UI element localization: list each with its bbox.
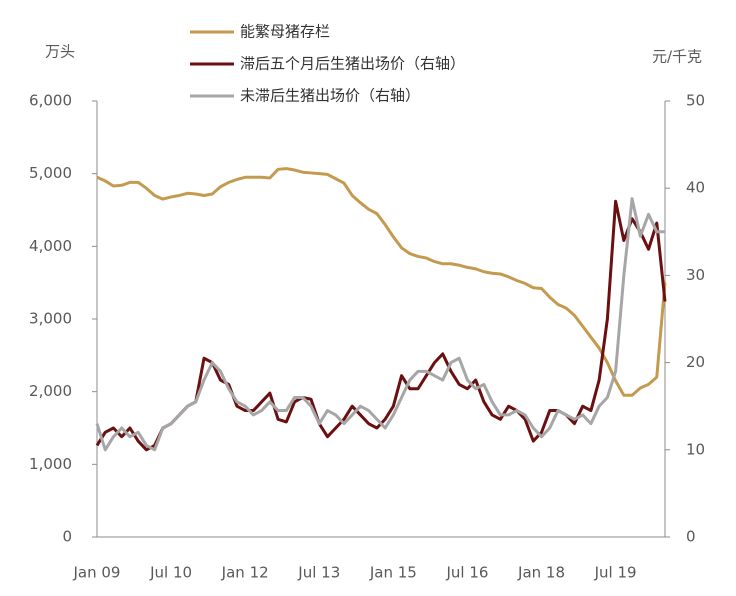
y2-tick-label: 30: [686, 266, 705, 284]
y2-tick-label: 40: [686, 179, 705, 197]
x-tick-label: Jan 18: [517, 564, 565, 582]
legend-label: 滞后五个月后生猪出场价（右轴）: [240, 55, 465, 73]
y-tick-label: 3,000: [29, 310, 72, 328]
y-tick-label: 1,000: [29, 455, 72, 473]
x-tick-label: Jan 09: [73, 564, 121, 582]
y-tick-label: 6,000: [29, 92, 72, 110]
y2-tick-label: 10: [686, 440, 705, 458]
x-tick-label: Jul 10: [149, 564, 192, 582]
x-tick-label: Jan 15: [369, 564, 417, 582]
x-tick-label: Jan 12: [221, 564, 269, 582]
x-tick-label: Jul 13: [297, 564, 340, 582]
x-tick-label: Jul 16: [445, 564, 488, 582]
y-axis-unit: 万头: [45, 43, 75, 61]
y-tick-label: 2,000: [29, 382, 72, 400]
y-tick-label: 0: [62, 528, 72, 546]
y2-tick-label: 20: [686, 353, 705, 371]
legend-label: 未滞后生猪出场价（右轴）: [240, 87, 420, 105]
legend-label: 能繁母猪存栏: [240, 23, 330, 41]
y-tick-label: 5,000: [29, 164, 72, 182]
y2-tick-label: 50: [686, 92, 705, 110]
y-tick-label: 4,000: [29, 237, 72, 255]
y2-axis-unit: 元/千克: [652, 48, 702, 66]
y2-tick-label: 0: [686, 528, 696, 546]
series-line: [96, 167, 667, 397]
series-line: [95, 197, 665, 452]
x-tick-label: Jul 19: [594, 564, 637, 582]
